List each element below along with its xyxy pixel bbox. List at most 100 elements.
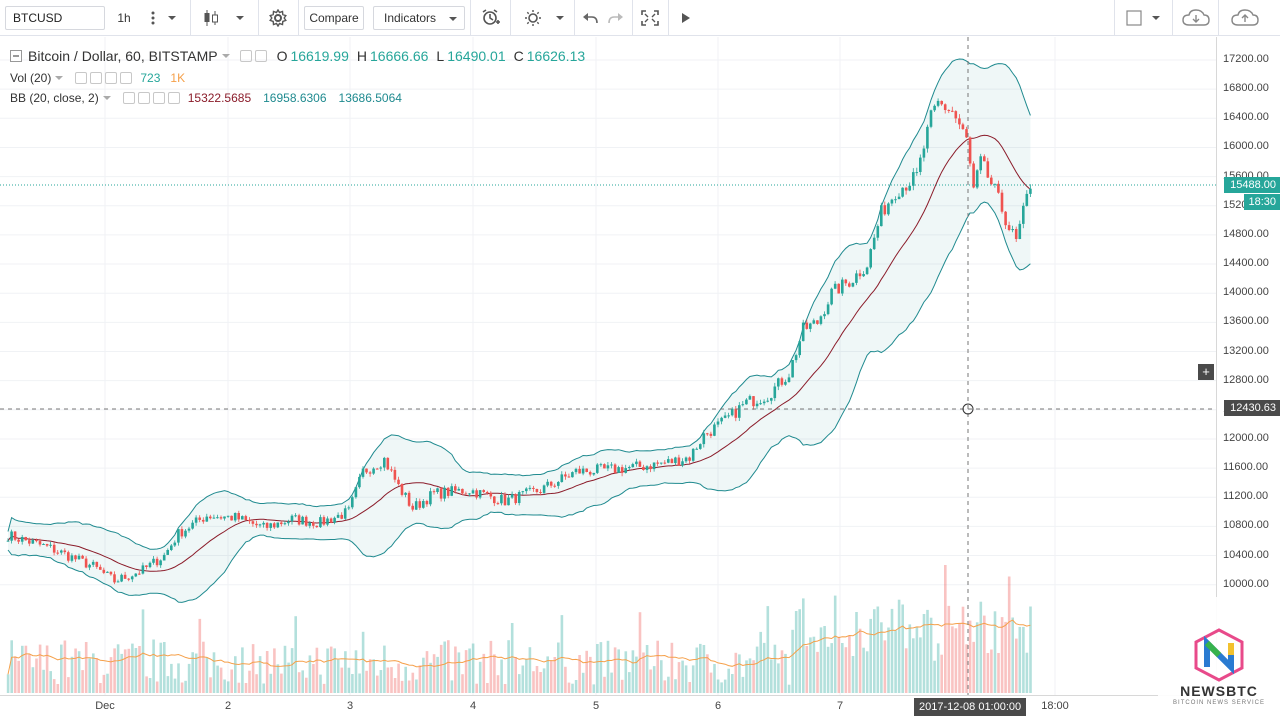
add-icon[interactable] [152, 92, 165, 104]
volume-bar [766, 606, 770, 693]
chart-style-chevron-icon[interactable] [232, 6, 248, 30]
candle-body [383, 457, 386, 468]
high-label: H [356, 48, 368, 64]
settings-small-icon[interactable] [90, 72, 103, 84]
close-small-icon[interactable] [120, 72, 133, 84]
candle-body [773, 386, 777, 399]
price-chart[interactable] [0, 37, 1216, 695]
time-axis[interactable]: Dec 2 3 4 5 6 7 18:00 2017-12-08 01:00:00 [0, 695, 1216, 720]
candle-body [876, 226, 880, 238]
undo-icon[interactable] [580, 6, 600, 30]
candle-body [31, 540, 35, 544]
chevron-down-icon[interactable] [221, 53, 230, 59]
interval-button[interactable]: 1h [106, 6, 142, 30]
candle-body [780, 378, 784, 385]
chevron-down-icon[interactable] [1148, 6, 1164, 30]
candle-body [397, 479, 400, 485]
candle-body [691, 448, 695, 461]
eye-toggle-icon[interactable] [75, 72, 88, 84]
settings-small-icon[interactable] [254, 50, 267, 62]
lightbulb-icon[interactable] [520, 6, 546, 30]
volume-bar [869, 618, 872, 693]
collapse-legend-icon[interactable] [10, 50, 22, 62]
symbol-legend: Bitcoin / Dollar, 60, BITSTAMP O 16619.99… [10, 48, 593, 64]
candle-body [347, 507, 351, 509]
redo-icon[interactable] [606, 6, 626, 30]
volume-bar [727, 668, 730, 693]
candle-body [429, 491, 432, 505]
candle-body [130, 576, 134, 580]
eye-toggle-icon[interactable] [239, 50, 252, 62]
volume-bar [585, 650, 588, 693]
volume-bar [858, 628, 862, 693]
volume-bar [631, 650, 635, 693]
candle-body [596, 464, 599, 473]
candle-body [343, 508, 347, 519]
price-tick-label: 16000.00 [1223, 140, 1269, 153]
candle-body [219, 517, 223, 519]
volume-bar [684, 665, 688, 693]
cloud-upload-icon[interactable] [1228, 6, 1262, 30]
candle-body [177, 529, 180, 543]
candle-body [702, 433, 706, 445]
candle-body [638, 461, 642, 467]
chevron-down-icon[interactable] [552, 6, 568, 30]
volume-bar [28, 654, 31, 693]
settings-small-icon[interactable] [137, 92, 150, 104]
candle-body [972, 163, 975, 188]
alert-clock-icon[interactable] [478, 6, 504, 30]
symbol-search-input[interactable] [5, 6, 105, 30]
volume-bar [131, 643, 134, 693]
candle-body [20, 537, 24, 542]
volume-bar [912, 638, 915, 693]
price-tick-label: 14400.00 [1223, 257, 1269, 270]
volume-bar [1025, 652, 1029, 693]
candle-body [496, 503, 500, 505]
candles-style-icon[interactable] [198, 6, 224, 30]
fullscreen-icon[interactable] [638, 6, 662, 30]
volume-bar [163, 642, 166, 693]
candle-body [951, 110, 954, 112]
indicators-button[interactable]: Indicators [373, 6, 465, 30]
play-replay-icon[interactable] [676, 6, 696, 30]
compare-button[interactable]: Compare [304, 6, 364, 30]
more-intervals-icon[interactable] [144, 6, 162, 30]
volume-bar [901, 604, 904, 693]
candle-body [805, 322, 809, 329]
close-small-icon[interactable] [167, 92, 180, 104]
add-icon[interactable] [105, 72, 118, 84]
price-tick-label: 13600.00 [1223, 315, 1269, 328]
volume-bar [216, 665, 219, 693]
candle-body [162, 554, 166, 561]
bollinger-upper-line [7, 58, 1031, 550]
settings-gear-icon[interactable] [264, 6, 292, 30]
chevron-down-icon[interactable] [164, 6, 180, 30]
chart-pane[interactable] [0, 37, 1216, 695]
volume-bar [432, 654, 436, 693]
eye-toggle-icon[interactable] [122, 92, 135, 104]
volume-bar [603, 676, 606, 693]
volume-bar [415, 679, 418, 693]
candle-body [1025, 193, 1029, 206]
cloud-download-icon[interactable] [1180, 6, 1212, 30]
volume-bar [21, 645, 24, 693]
volume-bar [287, 662, 290, 693]
candle-body [628, 467, 631, 469]
volume-bar [539, 672, 542, 693]
volume-bar [468, 648, 471, 693]
candle-body [745, 399, 748, 405]
volume-bar [24, 645, 28, 693]
volume-bar [830, 643, 833, 693]
low-label: L [436, 48, 445, 64]
layout-square-icon[interactable] [1124, 6, 1144, 30]
candle-body [919, 157, 922, 172]
price-axis[interactable]: 17200.00 16800.00 16400.00 16000.00 15600.00… [1216, 37, 1280, 695]
candle-body [922, 148, 926, 158]
chevron-down-icon[interactable] [55, 75, 64, 81]
volume-bar [841, 643, 844, 693]
candle-body [212, 517, 216, 519]
chevron-down-icon[interactable] [102, 95, 111, 101]
add-alert-plus-icon[interactable]: + [1198, 364, 1214, 380]
volume-bar [471, 643, 475, 693]
candle-body [191, 522, 194, 529]
